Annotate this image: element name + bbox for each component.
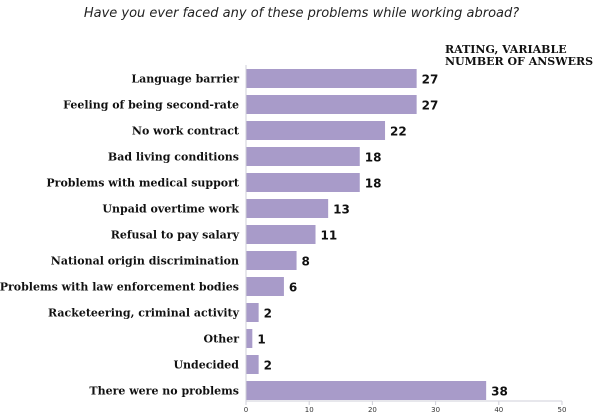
data-label: 27 [422, 73, 439, 87]
bar [246, 173, 360, 192]
bar [246, 225, 316, 244]
x-tick-label: 10 [305, 406, 314, 414]
category-label: Bad living conditions [108, 151, 239, 164]
data-label: 2 [264, 307, 272, 321]
bar [246, 199, 329, 218]
bar [246, 121, 386, 140]
rating-note: RATING, VARIABLE NUMBER OF ANSWERS [445, 43, 594, 68]
category-label: Undecided [173, 359, 239, 372]
category-label: Refusal to pay salary [111, 229, 240, 242]
data-label: 38 [491, 385, 508, 399]
category-label: Racketeering, criminal activity [48, 307, 240, 320]
data-label: 22 [390, 125, 407, 139]
bar [246, 147, 360, 166]
category-label: Other [204, 333, 240, 346]
data-label: 18 [365, 177, 382, 191]
bar [246, 303, 259, 322]
x-tick-label: 50 [558, 406, 567, 414]
bar [246, 355, 259, 374]
x-tick-label: 30 [431, 406, 440, 414]
data-label: 27 [422, 99, 439, 113]
data-label: 1 [257, 333, 265, 347]
data-label: 13 [333, 203, 350, 217]
chart-title: Have you ever faced any of these problem… [83, 6, 520, 21]
x-tick-label: 0 [244, 406, 248, 414]
category-label: Feeling of being second-rate [63, 99, 239, 112]
bar [246, 69, 417, 88]
category-label: There were no problems [89, 385, 239, 398]
category-label: Problems with law enforcement bodies [0, 281, 239, 294]
category-label: Language barrier [131, 73, 239, 86]
data-label: 18 [365, 151, 382, 165]
category-label: National origin discrimination [51, 255, 239, 268]
data-label: 11 [321, 229, 338, 243]
x-tick-label: 20 [368, 406, 377, 414]
data-label: 6 [289, 281, 297, 295]
bar [246, 277, 284, 296]
category-label: No work contract [132, 125, 240, 138]
x-tick-label: 40 [494, 406, 503, 414]
bar [246, 381, 487, 400]
bar [246, 95, 417, 114]
bar [246, 329, 253, 348]
data-label: 8 [302, 255, 310, 269]
category-label: Problems with medical support [46, 177, 240, 190]
category-label: Unpaid overtime work [102, 203, 239, 216]
bar [246, 251, 297, 270]
data-label: 2 [264, 359, 272, 373]
